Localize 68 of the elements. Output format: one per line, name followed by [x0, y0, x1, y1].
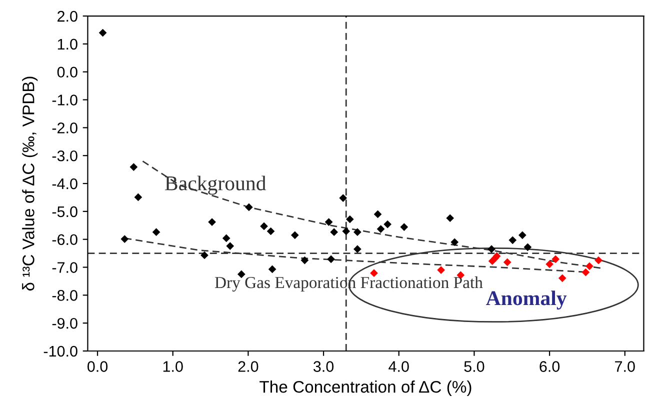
point [222, 234, 230, 242]
y-tick-label: -10.0 [44, 346, 78, 357]
point [508, 236, 517, 244]
point [586, 262, 594, 270]
point [374, 210, 382, 218]
y-tick-label: -1.0 [52, 94, 78, 106]
x-tick-label: 2.0 [238, 361, 258, 372]
point [268, 265, 276, 274]
point [582, 268, 590, 276]
point [324, 218, 333, 226]
point [558, 274, 566, 282]
point [524, 243, 532, 252]
x-tick-label: 7.0 [615, 361, 635, 372]
point [342, 227, 350, 236]
y-tick-label: 0.0 [57, 66, 78, 78]
point [346, 215, 354, 224]
point [376, 225, 385, 233]
point [120, 235, 129, 243]
point [450, 238, 459, 246]
y-tick-label: -2.0 [52, 122, 78, 134]
x-tick-label: 4.0 [388, 361, 409, 372]
point [400, 223, 408, 231]
point [327, 255, 335, 264]
annotation: Background [165, 176, 266, 195]
point [330, 228, 338, 236]
point [98, 28, 107, 37]
y-tick-label: -3.0 [52, 150, 78, 162]
y-tick-label: -6.0 [52, 234, 78, 246]
point [200, 251, 208, 260]
point [546, 260, 554, 268]
point [518, 231, 526, 240]
point [437, 266, 445, 274]
x-tick-label: 6.0 [540, 361, 560, 372]
x-axis-title: The Concentration of ΔC (%) [260, 380, 472, 396]
point [594, 256, 602, 264]
y-tick-label: 1.0 [58, 38, 78, 50]
point [488, 245, 496, 254]
point [237, 270, 246, 278]
point [503, 258, 512, 266]
y-tick-label: -9.0 [52, 318, 78, 329]
x-tick-label: 1.0 [163, 361, 183, 372]
x-tick-label: 0.0 [87, 361, 108, 372]
annotation: Anomaly [486, 290, 567, 310]
point [446, 214, 454, 222]
point [339, 194, 348, 202]
y-tick-label: -5.0 [52, 206, 78, 218]
y-tick-label: -4.0 [52, 178, 78, 190]
point [552, 255, 560, 264]
point [354, 228, 362, 236]
x-tick-label: 5.0 [464, 361, 484, 372]
point [130, 163, 138, 171]
point [152, 228, 160, 236]
point [208, 218, 216, 226]
point [290, 231, 299, 240]
y-tick-label: 2.0 [58, 10, 78, 22]
y-tick-label: -7.0 [52, 262, 78, 273]
x-tick-label: 3.0 [313, 361, 334, 372]
point [134, 193, 142, 202]
point [300, 256, 309, 264]
point [226, 242, 234, 250]
point [266, 227, 275, 236]
point [245, 203, 253, 212]
y-tick-label: -8.0 [52, 290, 78, 301]
point [260, 222, 268, 230]
point [384, 220, 392, 228]
y-axis-title: δ ¹³C Value of ΔC (‰, VPDB) [22, 76, 38, 291]
point [354, 245, 362, 254]
point [370, 269, 378, 278]
